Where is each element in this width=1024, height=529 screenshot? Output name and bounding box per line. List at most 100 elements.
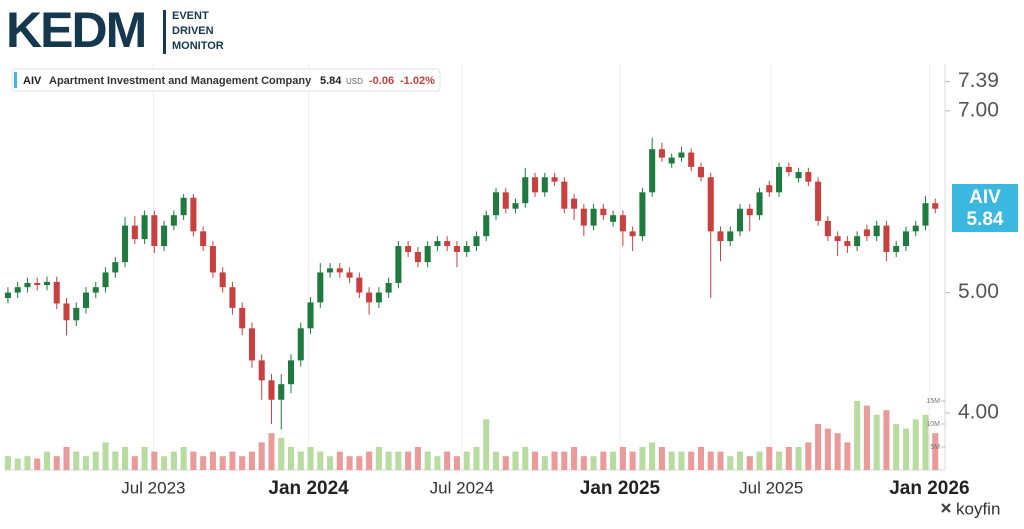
candle-body: [522, 177, 529, 204]
volume-bar: [122, 446, 129, 470]
candle-body: [473, 236, 480, 247]
volume-bar: [229, 451, 236, 470]
volume-bar: [834, 433, 841, 470]
logo: KEDM EVENT DRIVEN MONITOR: [6, 2, 224, 58]
logo-name: KEDM: [6, 2, 145, 58]
candle-body: [912, 225, 919, 232]
candle-body: [805, 172, 812, 182]
volume-bar: [541, 456, 548, 470]
legend-price: 5.84: [320, 75, 342, 87]
volume-bar: [678, 451, 685, 470]
candle-body: [151, 215, 158, 247]
candle-body: [561, 181, 568, 209]
volume-bar: [649, 442, 656, 470]
candle-body: [317, 272, 324, 303]
volume-bar: [483, 419, 490, 470]
x-tick-label: Jan 2024: [268, 478, 349, 499]
volume-tick-label: 10M: [926, 421, 940, 428]
legend-company: Apartment Investment and Management Comp…: [49, 75, 312, 87]
candle-body: [600, 208, 607, 216]
candle-body: [541, 177, 548, 193]
candle-body: [512, 203, 519, 209]
x-tick-label: Jul 2025: [739, 478, 803, 497]
volume-bar: [200, 456, 207, 470]
volume-bar: [43, 451, 50, 470]
volume-bar: [161, 456, 168, 470]
candle-body: [336, 268, 343, 273]
volume-bar: [63, 446, 70, 470]
candle-body: [278, 384, 285, 400]
candle-body: [688, 152, 695, 167]
candle-body: [287, 360, 295, 385]
legend: AIV Apartment Investment and Management …: [11, 68, 441, 92]
candle-body: [24, 282, 31, 288]
legend-swatch: [14, 72, 17, 88]
candle-body: [385, 282, 392, 293]
volume-bar: [346, 456, 353, 470]
candle-body: [405, 246, 412, 253]
candle-body: [756, 192, 763, 216]
volume-bar: [658, 446, 665, 470]
volume-bar: [522, 446, 529, 470]
volume-bar: [444, 451, 451, 470]
x-tick-label: Jan 2025: [580, 478, 661, 499]
legend-ticker: AIV: [23, 75, 42, 87]
volume-bar: [590, 456, 597, 470]
candle-body: [629, 231, 636, 237]
volume-bar: [287, 446, 295, 470]
candle-body: [697, 166, 704, 178]
volume-bar: [453, 456, 460, 470]
candle-body: [834, 236, 841, 242]
x-tick-label: Jul 2023: [121, 478, 185, 497]
volume-bar: [668, 451, 675, 470]
volume-bar: [463, 451, 470, 470]
volume-bar: [805, 442, 812, 470]
volume-bar: [405, 451, 412, 470]
volume-bar: [912, 419, 919, 470]
candle-body: [444, 241, 451, 247]
brand-name: koyfin: [956, 499, 1000, 518]
volume-bar: [4, 456, 11, 470]
volume-bar: [434, 456, 441, 470]
volume-bar: [492, 451, 500, 470]
volume-bar: [24, 456, 31, 470]
candle-body: [366, 292, 373, 303]
candle-body: [727, 231, 734, 242]
volume-bar: [424, 451, 431, 470]
volume-bar: [815, 423, 822, 470]
candle-body: [395, 246, 402, 283]
candle-body: [580, 208, 587, 226]
volume-bar: [82, 456, 90, 470]
volume-bar: [414, 446, 421, 470]
candle-body: [424, 246, 431, 263]
volume-bar: [297, 451, 304, 470]
logo-line: DRIVEN: [172, 25, 214, 37]
y-tick-label: 4.00: [958, 401, 999, 424]
candle-body: [844, 241, 851, 247]
candle-body: [131, 225, 138, 240]
candle-body: [327, 268, 334, 273]
candle-body: [571, 198, 578, 209]
volume-bar: [629, 451, 636, 470]
volume-bar: [746, 456, 753, 470]
candle-body: [307, 302, 314, 329]
candle-body: [736, 208, 744, 232]
volume-bar: [375, 446, 382, 470]
volume-bar: [248, 451, 255, 470]
candle-body: [4, 292, 11, 299]
candle-body: [53, 281, 60, 304]
volume-tick-label: 5M: [930, 444, 940, 451]
candle-body: [239, 307, 246, 329]
volume-bar: [327, 456, 334, 470]
candle-body: [590, 208, 597, 226]
candle-body: [92, 287, 99, 293]
volume-bar: [580, 456, 587, 470]
candle-body: [815, 181, 822, 221]
volume-bar: [776, 451, 783, 470]
logo-line: MONITOR: [172, 40, 224, 52]
legend-change-pct: -1.02%: [400, 75, 435, 87]
candle-body: [492, 192, 500, 216]
candle-body: [414, 252, 421, 263]
volume-bar: [610, 451, 617, 470]
volume-bar: [170, 451, 177, 470]
